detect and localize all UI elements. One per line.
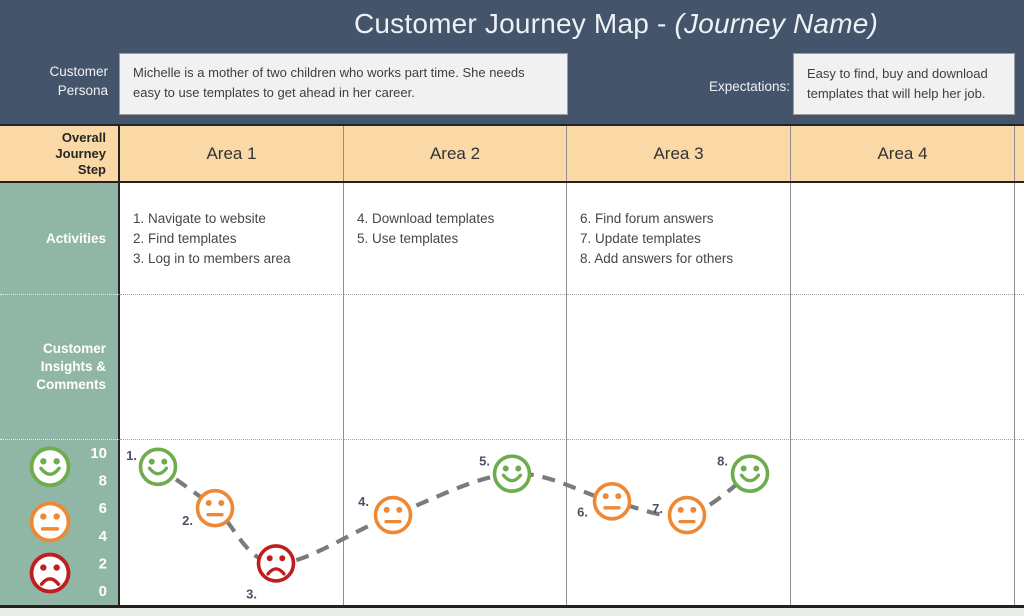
activities-area-4[interactable] (791, 183, 1015, 294)
expectations-label: Expectations: (708, 79, 790, 94)
activities-row: Activities 1. Navigate to website 2. Fin… (0, 183, 1024, 294)
journey-step-row: Overall Journey Step Area 1 Area 2 Area … (0, 126, 1024, 183)
activities-area-1[interactable]: 1. Navigate to website 2. Find templates… (120, 183, 344, 294)
area-1-header[interactable]: Area 1 (120, 126, 344, 181)
insights-area-1[interactable] (120, 294, 344, 439)
activities-label: Activities (0, 183, 120, 294)
emotion-area-4[interactable] (791, 439, 1015, 605)
activities-area-3[interactable]: 6. Find forum answers 7. Update template… (567, 183, 791, 294)
insights-area-4[interactable] (791, 294, 1015, 439)
persona-textbox[interactable]: Michelle is a mother of two children who… (119, 53, 568, 115)
persona-label: Customer Persona (49, 64, 108, 98)
insights-row: Customer Insights & Comments (0, 294, 1024, 439)
area-3-header[interactable]: Area 3 (567, 126, 791, 181)
emotion-area-1[interactable] (120, 439, 344, 605)
insights-label: Customer Insights & Comments (0, 294, 120, 439)
emotion-area-3[interactable] (567, 439, 791, 605)
activities-area-2[interactable]: 4. Download templates 5. Use templates (344, 183, 567, 294)
emotion-chart-row: 1. 2. 3. 4. 5. 6. 7. 8. 10 8 6 4 2 0 (0, 439, 1024, 605)
emotion-area-5-partial (1015, 439, 1024, 605)
bottom-margin-strip (0, 608, 1024, 616)
emotion-area-2[interactable] (344, 439, 567, 605)
expectations-textbox[interactable]: Easy to find, buy and download templates… (793, 53, 1015, 115)
emotion-scale-panel (0, 439, 120, 605)
title-journey-name: (Journey Name) (674, 8, 879, 39)
header-bar: Customer Journey Map - (Journey Name) Cu… (0, 0, 1024, 126)
journey-step-label: Overall Journey Step (0, 126, 120, 181)
insights-area-5-partial (1015, 294, 1024, 439)
activities-area-5-partial (1015, 183, 1024, 294)
insights-area-2[interactable] (344, 294, 567, 439)
table-bottom-border (0, 605, 1024, 608)
area-4-header[interactable]: Area 4 (791, 126, 1015, 181)
area-5-partial (1015, 126, 1024, 181)
area-2-header[interactable]: Area 2 (344, 126, 567, 181)
page-title: Customer Journey Map - (Journey Name) (208, 8, 1024, 40)
title-prefix: Customer Journey Map - (353, 8, 667, 39)
insights-area-3[interactable] (567, 294, 791, 439)
